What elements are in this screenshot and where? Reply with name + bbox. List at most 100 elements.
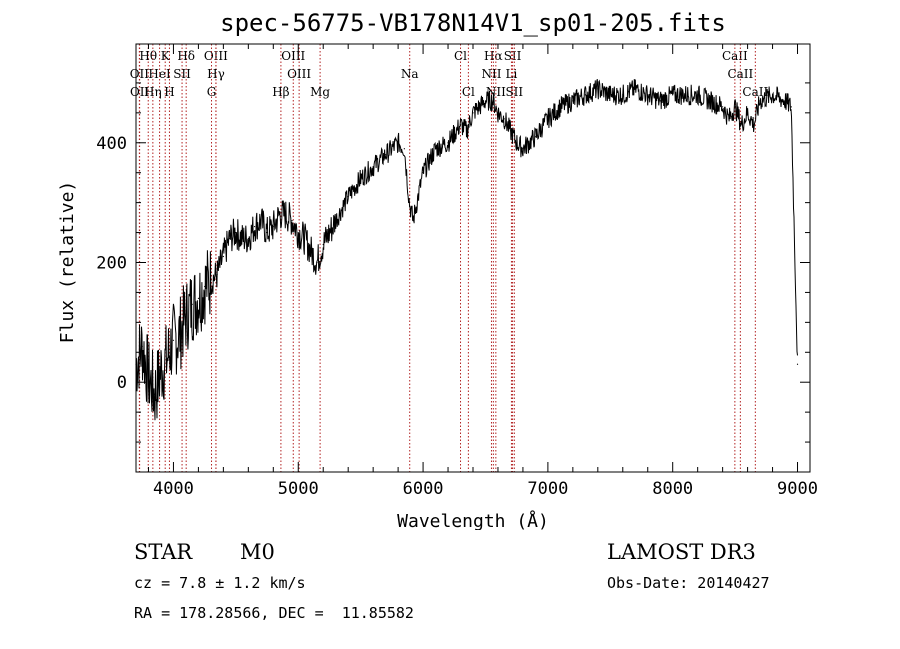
data-point-74 — [759, 100, 761, 102]
marker-label-23: Mg — [310, 85, 330, 99]
data-point-59 — [609, 94, 611, 96]
data-point-1 — [141, 345, 143, 347]
data-point-54 — [547, 118, 549, 120]
marker-label-0: Hθ — [139, 49, 157, 63]
data-point-60 — [622, 94, 624, 96]
data-point-11 — [204, 285, 206, 288]
data-point-15 — [229, 237, 231, 240]
x-tick-label-2: 6000 — [403, 479, 444, 499]
marker-label-26: SII — [505, 85, 523, 99]
data-point-73 — [753, 124, 755, 126]
data-point-4 — [160, 369, 162, 371]
data-point-30 — [322, 243, 324, 246]
marker-label-27: CaII — [742, 85, 768, 99]
data-point-14 — [222, 255, 224, 258]
data-point-22 — [272, 225, 274, 228]
data-point-35 — [385, 154, 387, 156]
x-tick-label-5: 9000 — [777, 479, 818, 499]
data-point-66 — [697, 94, 699, 96]
data-point-47 — [492, 100, 494, 102]
y-axis-label: Flux (relative) — [57, 181, 78, 344]
marker-label-18: OII — [130, 85, 150, 99]
marker-label-6: Hα — [484, 49, 503, 63]
data-point-9 — [191, 303, 193, 305]
data-point-5 — [166, 357, 168, 359]
y-tick-label-2: 400 — [96, 134, 127, 154]
data-point-55 — [559, 106, 561, 108]
data-point-40 — [422, 172, 424, 174]
x-tick-label-3: 7000 — [527, 479, 568, 499]
data-point-78 — [796, 363, 799, 365]
data-point-6 — [172, 339, 175, 341]
marker-label-1: K — [161, 49, 171, 63]
data-point-46 — [484, 100, 487, 102]
data-point-65 — [684, 94, 686, 96]
marker-label-16: Li — [506, 67, 518, 81]
marker-label-25: NII — [486, 85, 506, 99]
data-point-48 — [497, 112, 499, 114]
data-point-18 — [247, 237, 249, 240]
data-point-28 — [310, 249, 312, 252]
data-point-34 — [372, 166, 374, 168]
data-point-76 — [784, 100, 786, 102]
data-point-7 — [179, 333, 181, 335]
marker-label-19: Hη — [144, 85, 162, 99]
data-point-13 — [216, 273, 218, 276]
data-point-31 — [335, 219, 337, 222]
data-point-57 — [584, 94, 586, 96]
marker-label-7: SII — [504, 49, 522, 63]
coordinates: RA = 178.28566, DEC = 11.85582 — [134, 604, 414, 622]
data-point-27 — [303, 237, 306, 240]
data-point-43 — [459, 124, 462, 126]
marker-label-14: Na — [401, 67, 419, 81]
data-point-20 — [260, 219, 262, 222]
data-point-62 — [647, 94, 649, 96]
marker-label-9: OII — [130, 67, 150, 81]
marker-label-15: NII — [481, 67, 501, 81]
marker-label-21: G — [207, 85, 217, 99]
data-point-68 — [722, 106, 724, 108]
data-point-53 — [534, 136, 537, 138]
data-point-10 — [197, 297, 200, 300]
data-point-42 — [447, 142, 449, 144]
data-point-71 — [740, 124, 742, 126]
marker-label-11: SII — [173, 67, 191, 81]
data-point-25 — [291, 219, 293, 222]
spectrum-series — [135, 78, 799, 421]
marker-label-10: HeI — [148, 67, 171, 81]
x-tick-label-4: 8000 — [652, 479, 693, 499]
data-point-72 — [746, 112, 749, 114]
marker-label-17: CaII — [727, 67, 753, 81]
survey-release: LAMOST DR3 — [607, 540, 756, 564]
data-point-58 — [597, 88, 599, 90]
redshift-text: cz = 7.8 ± 1.2 km/s — [134, 574, 306, 592]
data-point-8 — [185, 315, 187, 317]
object-class: STAR — [134, 540, 193, 564]
subclass: M0 — [240, 540, 275, 564]
y-tick-label-1: 200 — [96, 253, 127, 273]
data-point-39 — [412, 219, 414, 222]
spectrum-chart: spec-56775-VB178N14V1_sp01-205.fits Hθ K H… — [57, 9, 818, 530]
x-tick-label-0: 4000 — [153, 479, 194, 499]
data-point-44 — [466, 130, 468, 132]
data-point-3 — [154, 393, 156, 395]
data-point-52 — [522, 148, 524, 150]
data-point-2 — [147, 375, 150, 377]
data-point-69 — [728, 118, 730, 120]
data-point-16 — [235, 231, 237, 234]
data-point-32 — [347, 196, 349, 198]
marker-label-20: H — [164, 85, 174, 99]
data-point-64 — [672, 94, 674, 96]
data-point-38 — [408, 202, 410, 204]
data-point-24 — [285, 214, 287, 216]
data-point-56 — [572, 100, 574, 102]
data-point-75 — [771, 94, 774, 96]
marker-label-22: Hβ — [272, 85, 289, 99]
x-tick-label-1: 5000 — [278, 479, 319, 499]
data-point-49 — [503, 118, 505, 120]
y-tick-label-0: 0 — [117, 373, 127, 393]
axis-ticks: 4000 5000 6000 7000 8000 9000 0 200 400 — [96, 44, 818, 499]
data-point-77 — [790, 106, 792, 108]
data-point-19 — [253, 225, 256, 228]
